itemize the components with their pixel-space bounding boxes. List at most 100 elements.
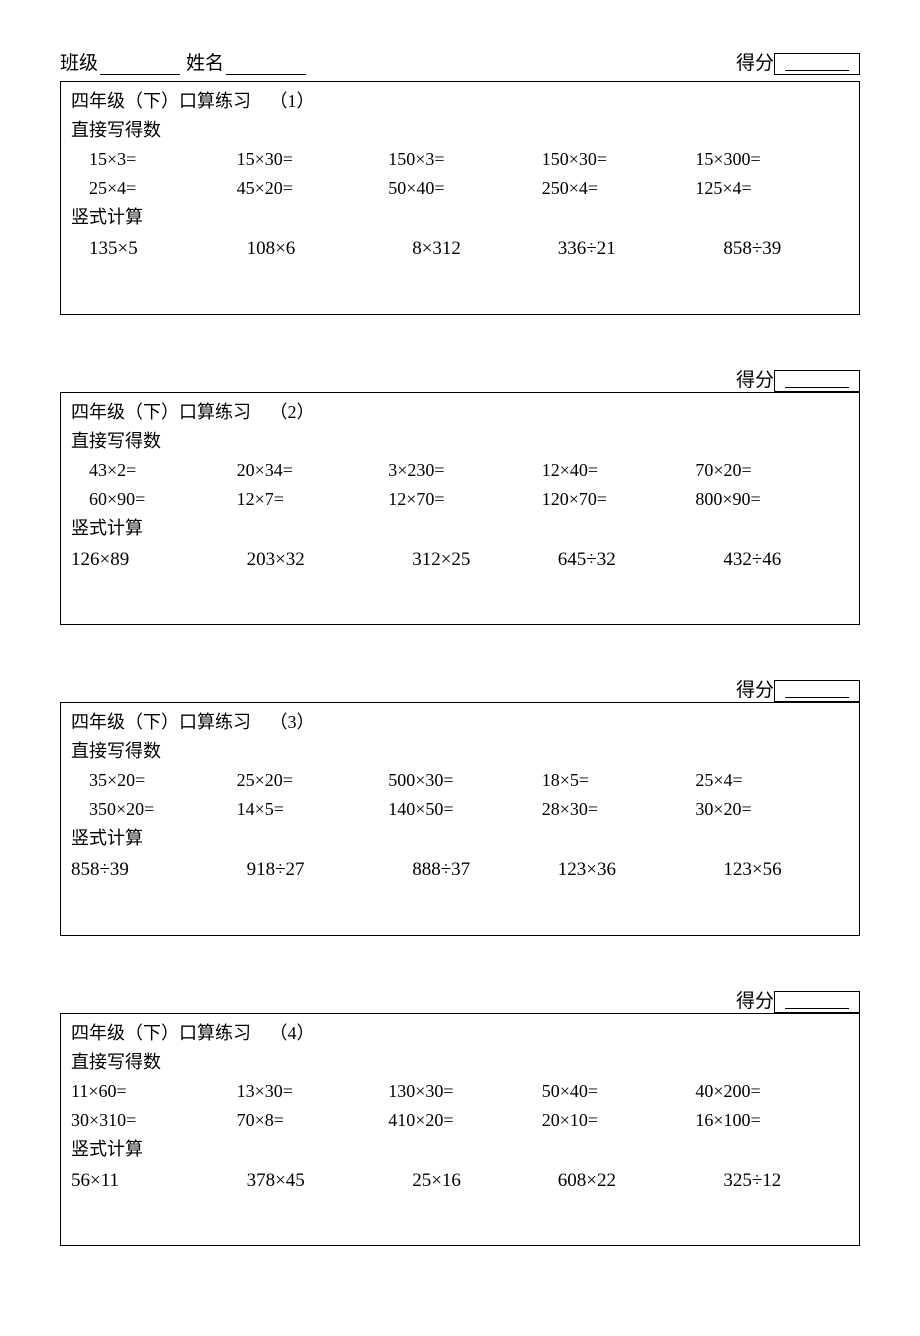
block-title: 四年级（下）口算练习 （4）: [71, 1020, 849, 1047]
vcell: 325÷12: [693, 1167, 849, 1196]
cell: 60×90=: [71, 486, 227, 513]
block-title: 四年级（下）口算练习 （2）: [71, 399, 849, 426]
vertical-row: 858÷39 918÷27 888÷37 123×36 123×56: [71, 856, 849, 885]
vcell: 888÷37: [382, 856, 538, 885]
mental-row: 15×3= 15×30= 150×3= 150×30= 15×300=: [71, 146, 849, 173]
vcell: 918÷27: [227, 856, 383, 885]
cell: 20×34=: [227, 457, 383, 484]
name-blank[interactable]: [226, 54, 306, 75]
subhead-vertical: 竖式计算: [71, 515, 849, 542]
title-prefix: 四年级（下）口算练习: [71, 91, 251, 111]
subhead-vertical: 竖式计算: [71, 1136, 849, 1163]
cell: 130×30=: [382, 1078, 538, 1105]
cell: 50×40=: [382, 175, 538, 202]
cell: 15×30=: [227, 146, 383, 173]
exercise-block-3: 四年级（下）口算练习 （3） 直接写得数 35×20= 25×20= 500×3…: [60, 702, 860, 936]
vcell: 25×16: [382, 1167, 538, 1196]
vcell: 203×32: [227, 546, 383, 575]
title-num: （4）: [270, 1023, 315, 1043]
subhead-mental: 直接写得数: [71, 428, 849, 455]
cell: 250×4=: [538, 175, 694, 202]
vcell: 126×89: [71, 546, 227, 575]
cell: 3×230=: [382, 457, 538, 484]
vertical-row: 56×11 378×45 25×16 608×22 325÷12: [71, 1167, 849, 1196]
cell: 410×20=: [382, 1107, 538, 1134]
cell: 150×3=: [382, 146, 538, 173]
title-num: （2）: [270, 402, 315, 422]
cell: 16×100=: [693, 1107, 849, 1134]
cell: 40×200=: [693, 1078, 849, 1105]
mental-row: 11×60= 13×30= 130×30= 50×40= 40×200=: [71, 1078, 849, 1105]
vcell: 645÷32: [538, 546, 694, 575]
score-label: 得分: [736, 48, 774, 75]
cell: 140×50=: [382, 796, 538, 823]
score-label: 得分: [736, 986, 774, 1013]
vcell: 8×312: [382, 235, 538, 264]
cell: 350×20=: [71, 796, 227, 823]
vertical-row: 126×89 203×32 312×25 645÷32 432÷46: [71, 546, 849, 575]
vcell: 135×5: [71, 235, 227, 264]
title-prefix: 四年级（下）口算练习: [71, 402, 251, 422]
cell: 25×20=: [227, 767, 383, 794]
score-row-2: 得分: [60, 365, 860, 392]
score-rect[interactable]: [774, 991, 860, 1013]
vcell: 312×25: [382, 546, 538, 575]
title-num: （1）: [270, 91, 315, 111]
score-rect[interactable]: [774, 680, 860, 702]
cell: 18×5=: [538, 767, 694, 794]
name-label: 姓名: [186, 48, 224, 75]
cell: 11×60=: [71, 1078, 227, 1105]
block-title: 四年级（下）口算练习 （3）: [71, 709, 849, 736]
cell: 125×4=: [693, 175, 849, 202]
score-rect[interactable]: [774, 370, 860, 392]
title-prefix: 四年级（下）口算练习: [71, 712, 251, 732]
mental-row: 30×310= 70×8= 410×20= 20×10= 16×100=: [71, 1107, 849, 1134]
vcell: 108×6: [227, 235, 383, 264]
score-rect[interactable]: [774, 53, 860, 75]
vcell: 56×11: [71, 1167, 227, 1196]
subhead-vertical: 竖式计算: [71, 204, 849, 231]
title-prefix: 四年级（下）口算练习: [71, 1023, 251, 1043]
header-row: 班级 姓名 得分: [60, 48, 860, 75]
exercise-block-1: 四年级（下）口算练习 （1） 直接写得数 15×3= 15×30= 150×3=…: [60, 81, 860, 315]
mental-row: 350×20= 14×5= 140×50= 28×30= 30×20=: [71, 796, 849, 823]
subhead-mental: 直接写得数: [71, 738, 849, 765]
cell: 50×40=: [538, 1078, 694, 1105]
subhead-vertical: 竖式计算: [71, 825, 849, 852]
mental-row: 25×4= 45×20= 50×40= 250×4= 125×4=: [71, 175, 849, 202]
score-label: 得分: [736, 675, 774, 702]
score-box-0: 得分: [736, 48, 860, 75]
cell: 25×4=: [693, 767, 849, 794]
cell: 120×70=: [538, 486, 694, 513]
class-blank[interactable]: [100, 54, 180, 75]
vcell: 123×56: [693, 856, 849, 885]
cell: 35×20=: [71, 767, 227, 794]
cell: 15×300=: [693, 146, 849, 173]
cell: 20×10=: [538, 1107, 694, 1134]
vcell: 378×45: [227, 1167, 383, 1196]
cell: 30×20=: [693, 796, 849, 823]
vertical-row: 135×5 108×6 8×312 336÷21 858÷39: [71, 235, 849, 264]
vcell: 123×36: [538, 856, 694, 885]
cell: 12×40=: [538, 457, 694, 484]
page: 班级 姓名 得分 四年级（下）口算练习 （1） 直接写得数 15×3= 15×3…: [0, 0, 920, 1336]
title-num: （3）: [270, 712, 315, 732]
cell: 30×310=: [71, 1107, 227, 1134]
block-title: 四年级（下）口算练习 （1）: [71, 88, 849, 115]
cell: 12×70=: [382, 486, 538, 513]
vcell: 432÷46: [693, 546, 849, 575]
cell: 800×90=: [693, 486, 849, 513]
cell: 15×3=: [71, 146, 227, 173]
vcell: 858÷39: [71, 856, 227, 885]
cell: 25×4=: [71, 175, 227, 202]
cell: 43×2=: [71, 457, 227, 484]
subhead-mental: 直接写得数: [71, 117, 849, 144]
subhead-mental: 直接写得数: [71, 1049, 849, 1076]
mental-row: 35×20= 25×20= 500×30= 18×5= 25×4=: [71, 767, 849, 794]
mental-row: 43×2= 20×34= 3×230= 12×40= 70×20=: [71, 457, 849, 484]
vcell: 858÷39: [693, 235, 849, 264]
header-left: 班级 姓名: [60, 48, 312, 75]
cell: 28×30=: [538, 796, 694, 823]
cell: 150×30=: [538, 146, 694, 173]
cell: 45×20=: [227, 175, 383, 202]
